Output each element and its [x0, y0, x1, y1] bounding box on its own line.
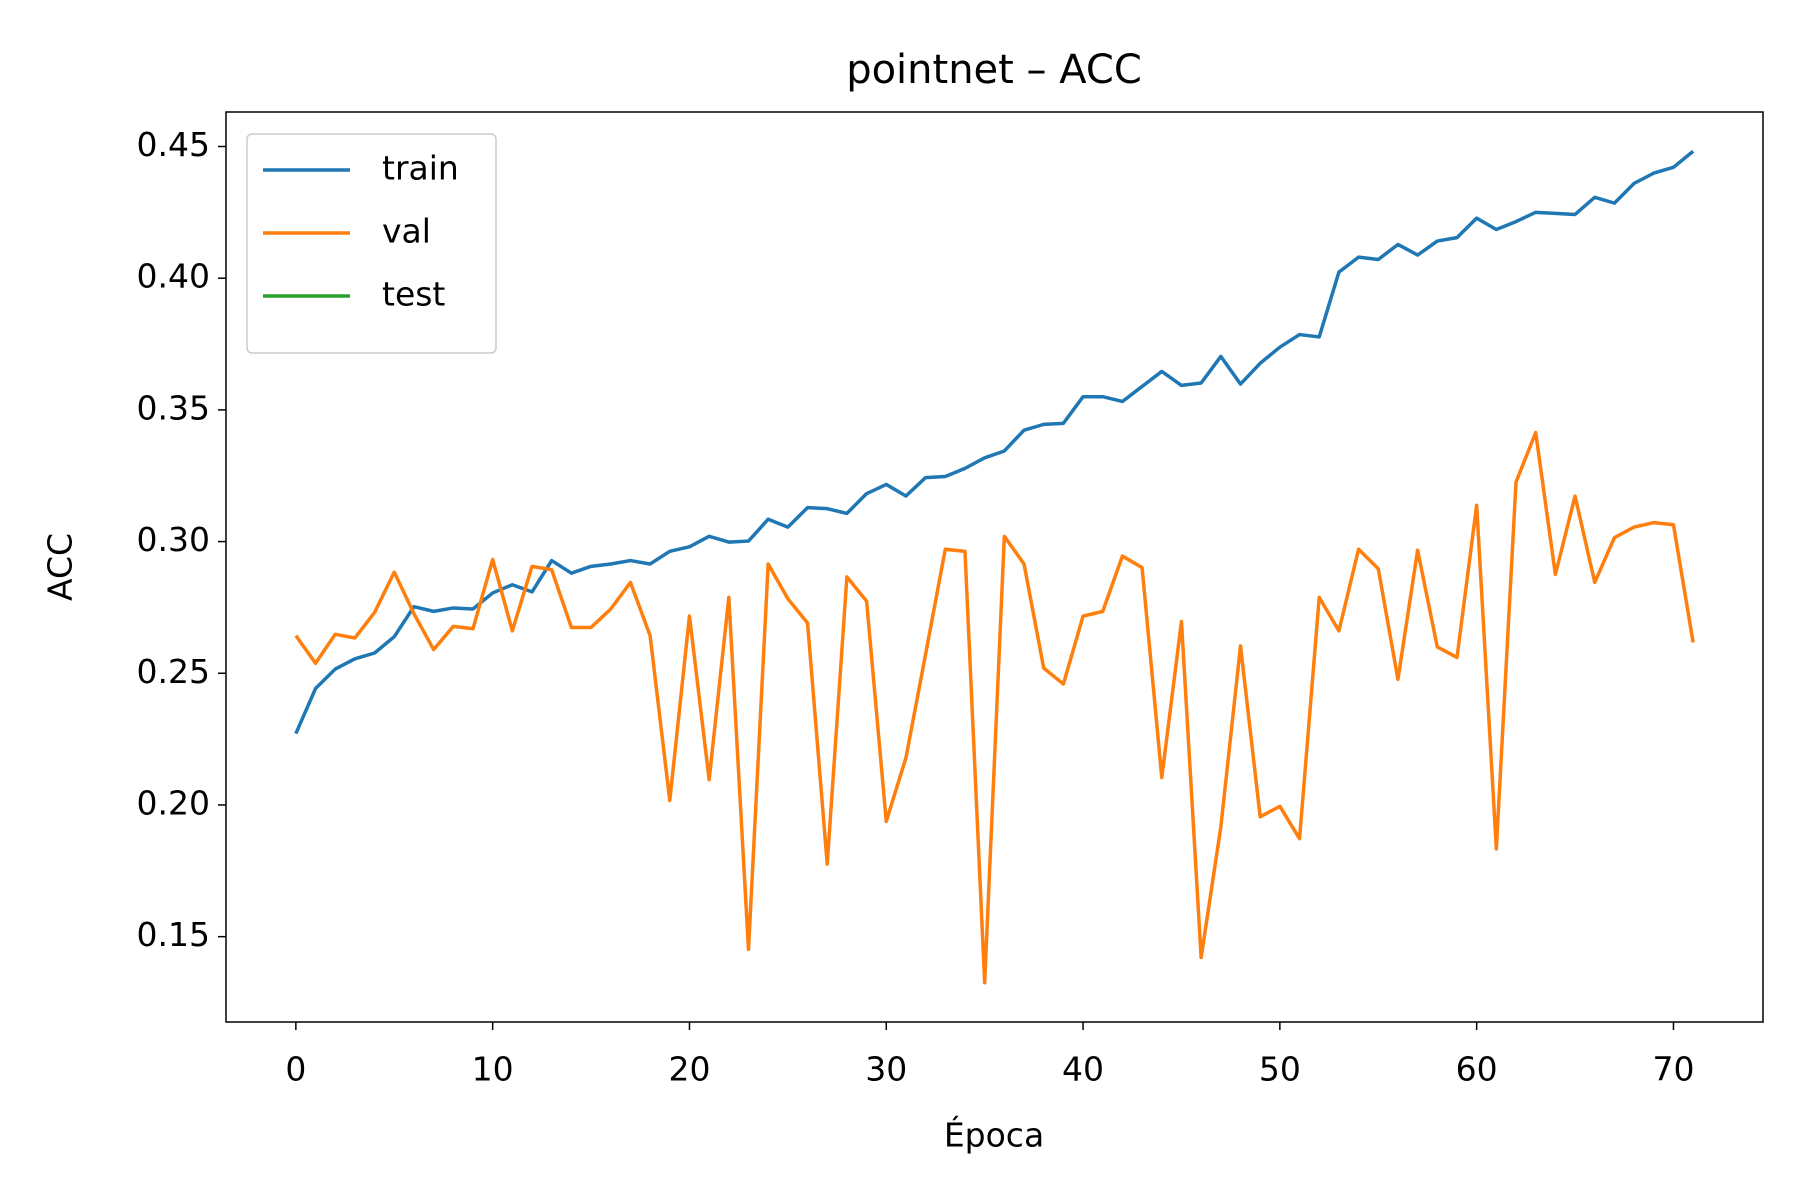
y-tick-label: 0.15	[137, 915, 210, 954]
y-tick-label: 0.45	[137, 125, 210, 164]
x-tick-label: 50	[1259, 1050, 1301, 1089]
x-tick-label: 60	[1456, 1050, 1498, 1089]
chart-title: pointnet – ACC	[846, 47, 1142, 93]
y-tick-label: 0.25	[137, 652, 210, 691]
x-tick-label: 30	[865, 1050, 907, 1089]
legend-label: test	[382, 275, 445, 314]
y-tick-label: 0.40	[137, 257, 210, 296]
plot-frame	[225, 111, 1764, 1023]
legend-box	[246, 133, 497, 354]
y-axis-label: ACC	[41, 533, 80, 601]
y-tick-label: 0.20	[137, 783, 210, 822]
legend-label: val	[382, 212, 431, 251]
x-tick-label: 70	[1652, 1050, 1694, 1089]
y-tick-label: 0.30	[137, 520, 210, 559]
x-tick-label: 20	[668, 1050, 710, 1089]
line-series	[294, 430, 1695, 985]
x-axis-label: Época	[944, 1115, 1044, 1155]
y-tick-label: 0.35	[137, 388, 210, 427]
x-tick-label: 0	[285, 1050, 306, 1089]
x-tick-label: 40	[1062, 1050, 1104, 1089]
x-tick-label: 10	[472, 1050, 514, 1089]
line-series	[294, 149, 1695, 735]
legend-label: train	[382, 149, 459, 188]
